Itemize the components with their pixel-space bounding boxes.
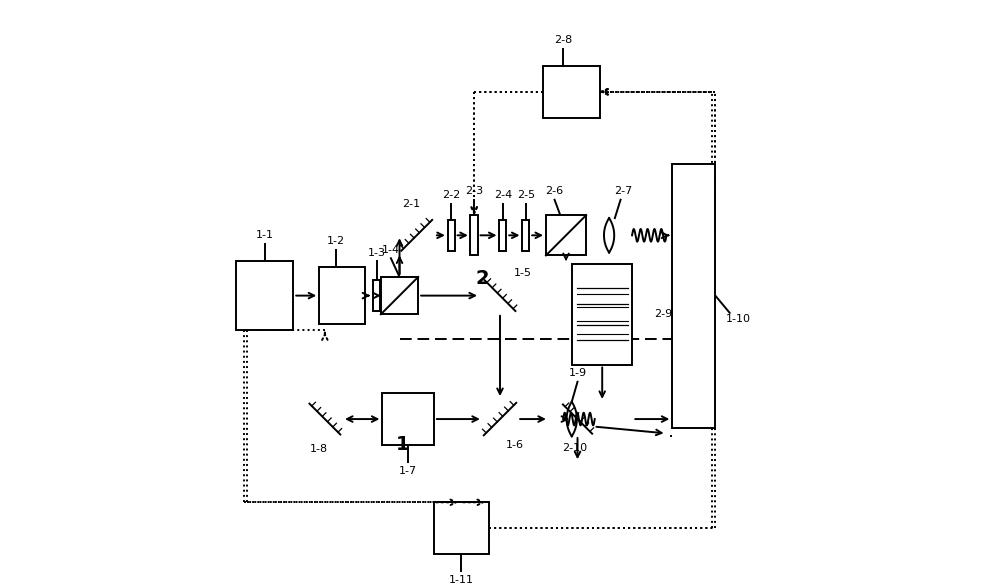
Text: 1-2: 1-2 <box>327 236 345 246</box>
Text: 2-8: 2-8 <box>554 35 572 45</box>
Bar <box>319 267 365 325</box>
Text: 2-10: 2-10 <box>562 443 587 453</box>
Bar <box>382 393 434 445</box>
Bar <box>470 215 478 255</box>
Bar <box>236 261 293 330</box>
Text: 1-8: 1-8 <box>310 444 328 454</box>
Bar <box>499 220 506 251</box>
Bar <box>522 220 529 251</box>
Bar <box>381 277 418 314</box>
Text: 1-3: 1-3 <box>368 248 386 258</box>
Text: 1-9: 1-9 <box>568 368 587 378</box>
Text: 2-9: 2-9 <box>654 309 672 319</box>
Text: 1-6: 1-6 <box>505 440 523 450</box>
Text: 2-4: 2-4 <box>494 190 512 200</box>
Bar <box>546 215 586 255</box>
Text: 2-2: 2-2 <box>442 190 460 200</box>
Text: 1: 1 <box>396 436 409 454</box>
Bar <box>448 220 455 251</box>
Bar <box>572 264 632 365</box>
Text: 2-3: 2-3 <box>465 186 483 196</box>
Bar <box>373 280 380 311</box>
Bar <box>672 164 715 428</box>
Bar <box>434 502 489 554</box>
Text: 2-5: 2-5 <box>517 190 535 200</box>
Text: 1-10: 1-10 <box>726 313 751 323</box>
Text: 2-1: 2-1 <box>402 199 420 209</box>
Text: 2-7: 2-7 <box>614 186 633 196</box>
Text: 1-11: 1-11 <box>449 575 474 585</box>
Text: 1-7: 1-7 <box>399 465 417 475</box>
Text: 2-6: 2-6 <box>545 186 564 196</box>
Text: 1-5: 1-5 <box>514 268 532 278</box>
Text: 1-1: 1-1 <box>256 230 274 240</box>
Bar <box>543 66 600 117</box>
Text: 2: 2 <box>476 269 490 288</box>
Text: 1-4: 1-4 <box>382 245 400 255</box>
